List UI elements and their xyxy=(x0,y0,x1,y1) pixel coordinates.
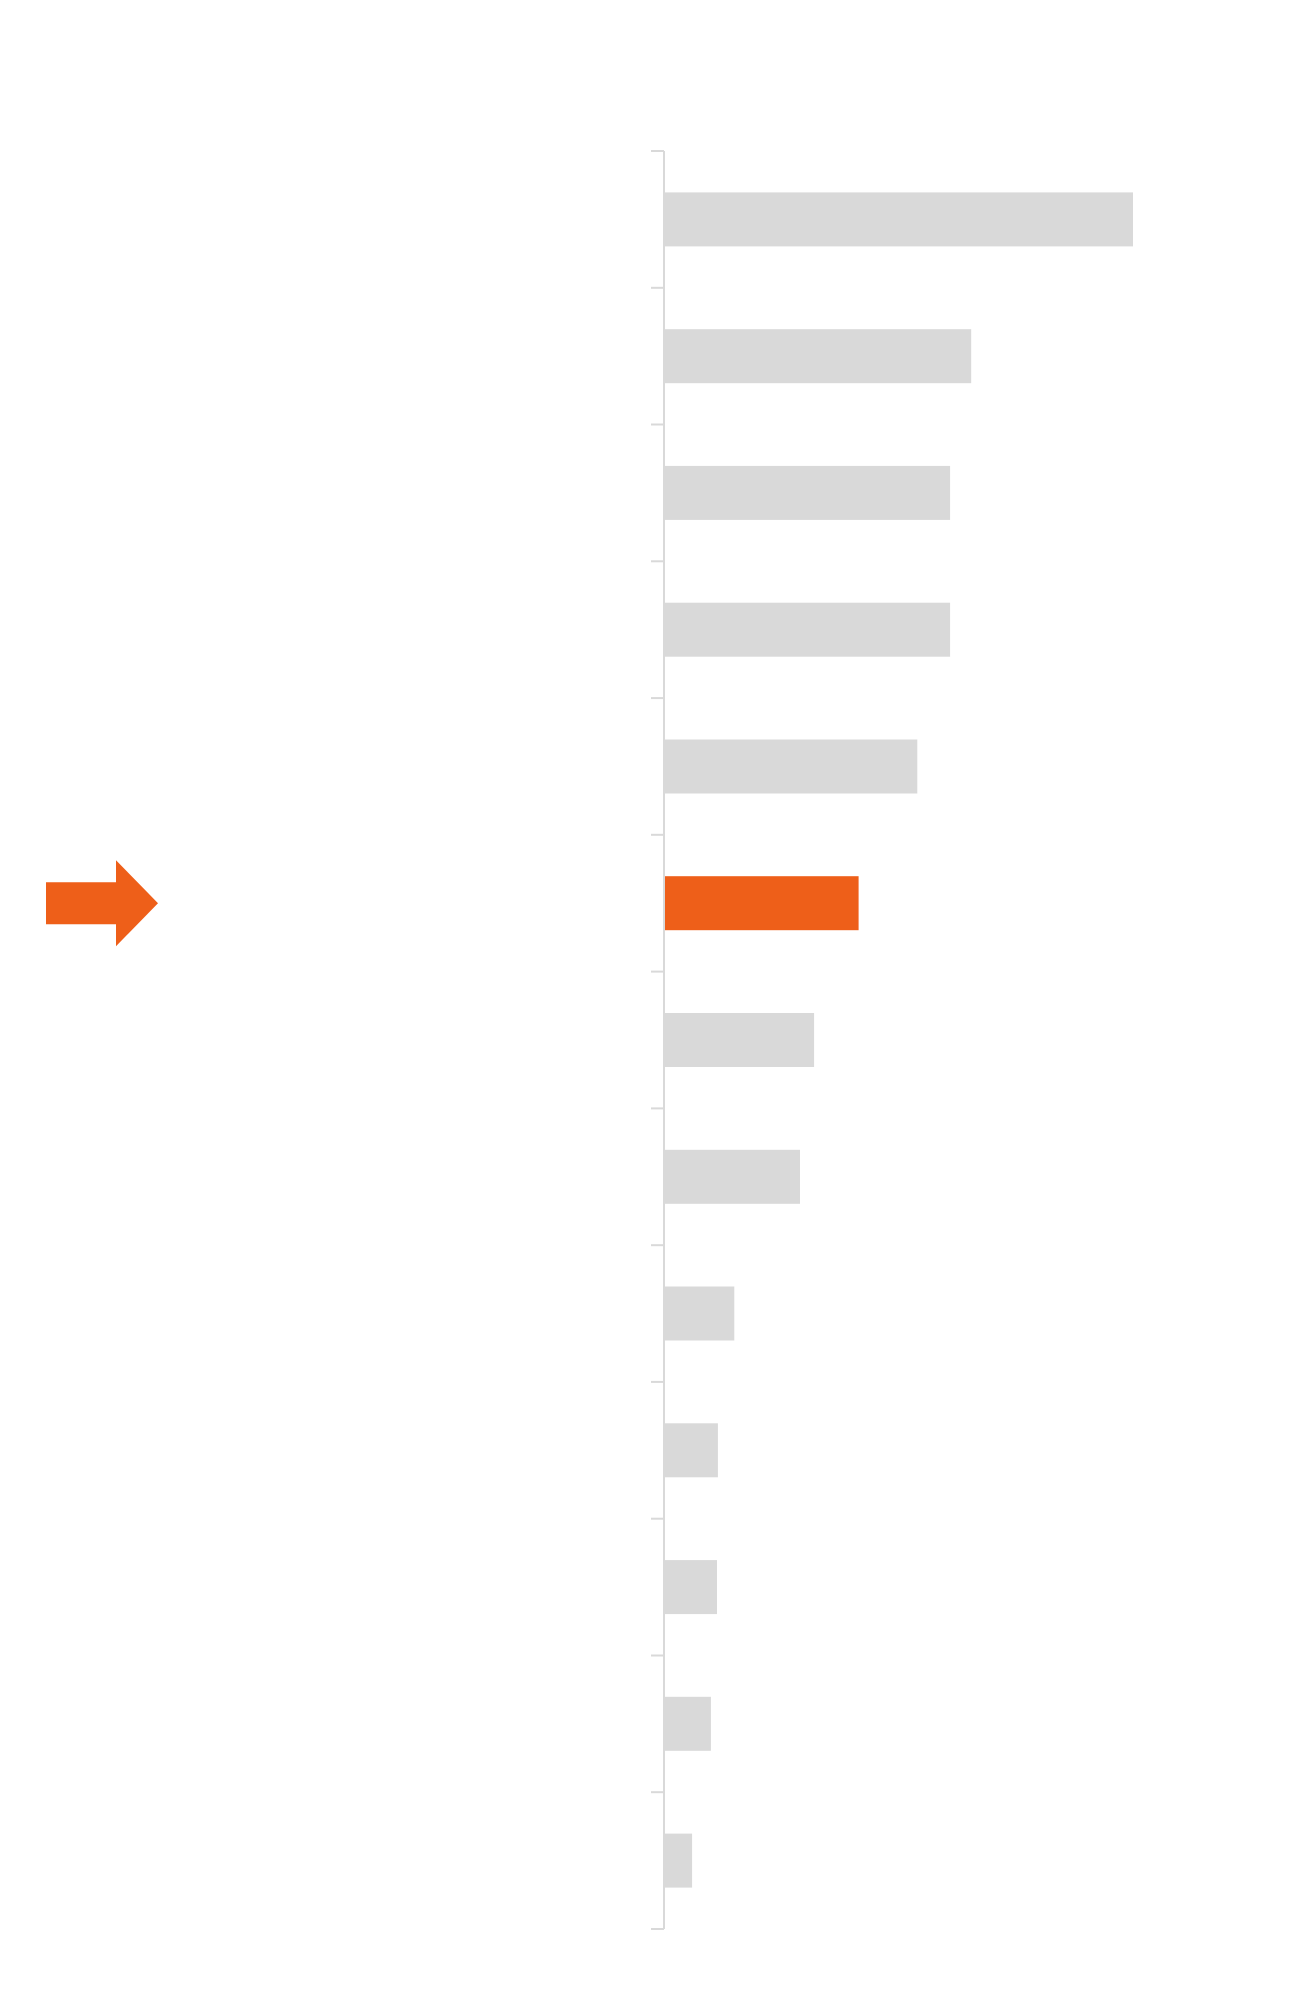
arrow-right-icon xyxy=(46,860,158,947)
bar xyxy=(664,1560,717,1615)
bar xyxy=(664,1286,735,1341)
bar xyxy=(664,329,972,384)
bar xyxy=(664,1696,711,1751)
bar-highlighted xyxy=(664,876,859,931)
bars-layer xyxy=(664,192,1133,1888)
bar xyxy=(664,1423,718,1478)
highlight-marker xyxy=(46,860,158,947)
bar xyxy=(664,192,1133,247)
bar xyxy=(664,1013,815,1067)
bar xyxy=(664,1833,693,1888)
y-axis xyxy=(651,150,665,1930)
bar xyxy=(664,602,951,657)
bar xyxy=(664,465,951,520)
bar xyxy=(664,1149,800,1204)
bar xyxy=(664,739,918,794)
